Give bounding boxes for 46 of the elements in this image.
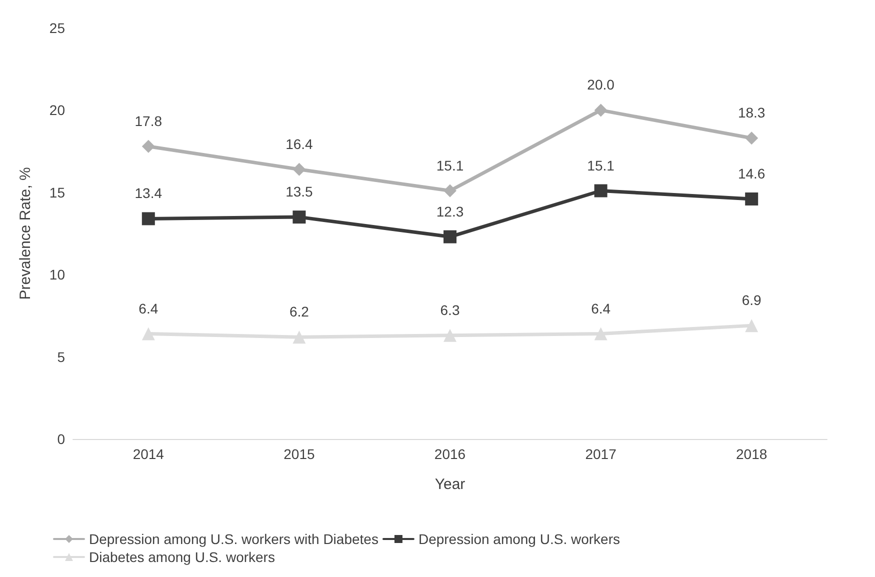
x-tick-label: 2015 [284, 446, 315, 462]
point [444, 184, 456, 198]
point [142, 140, 155, 153]
y-tick-label: 0 [57, 431, 66, 447]
y-tick-label: 20 [49, 102, 66, 118]
y-tick-label: 25 [49, 20, 66, 36]
x-tick-label: 2014 [132, 446, 164, 462]
point [142, 212, 155, 226]
data-label: 13.4 [134, 185, 162, 202]
y-tick-label: 10 [49, 266, 66, 283]
y-axis-title: Prevalence Rate, % [17, 167, 34, 300]
data-label: 20.0 [587, 76, 615, 93]
data-label: 18.3 [738, 104, 766, 121]
data-label: 14.6 [738, 165, 766, 182]
data-label: 15.1 [436, 157, 464, 174]
data-label: 17.8 [134, 112, 162, 129]
point [142, 327, 155, 340]
data-label: 12.3 [436, 203, 464, 220]
point [745, 319, 758, 332]
legend-label: Depression among U.S. workers [418, 531, 620, 547]
point [292, 210, 306, 224]
data-label: 15.1 [587, 157, 615, 174]
point [444, 230, 456, 244]
data-label: 6.9 [742, 292, 762, 308]
data-label: 6.4 [138, 300, 158, 316]
point [444, 328, 456, 342]
data-label: 6.2 [289, 304, 310, 320]
data-label: 6.3 [440, 302, 460, 318]
point [745, 192, 758, 206]
point [594, 184, 608, 198]
x-axis-title: Year [434, 476, 466, 493]
x-tick-label: 2016 [434, 446, 466, 462]
y-tick-label: 15 [49, 184, 66, 200]
x-tick-label: 2017 [585, 446, 617, 462]
y-tick-label: 5 [57, 348, 66, 365]
point [594, 104, 608, 117]
x-tick-label: 2018 [736, 446, 768, 462]
data-label: 13.5 [286, 184, 314, 200]
data-label: 16.4 [286, 136, 314, 152]
data-label: 6.4 [591, 300, 611, 316]
legend-label: Diabetes among U.S. workers [89, 549, 275, 565]
point [292, 330, 306, 344]
point [745, 132, 758, 145]
point [292, 162, 306, 176]
legend-label: Depression among U.S. workers with Diabetes [89, 531, 378, 547]
point [594, 327, 608, 340]
